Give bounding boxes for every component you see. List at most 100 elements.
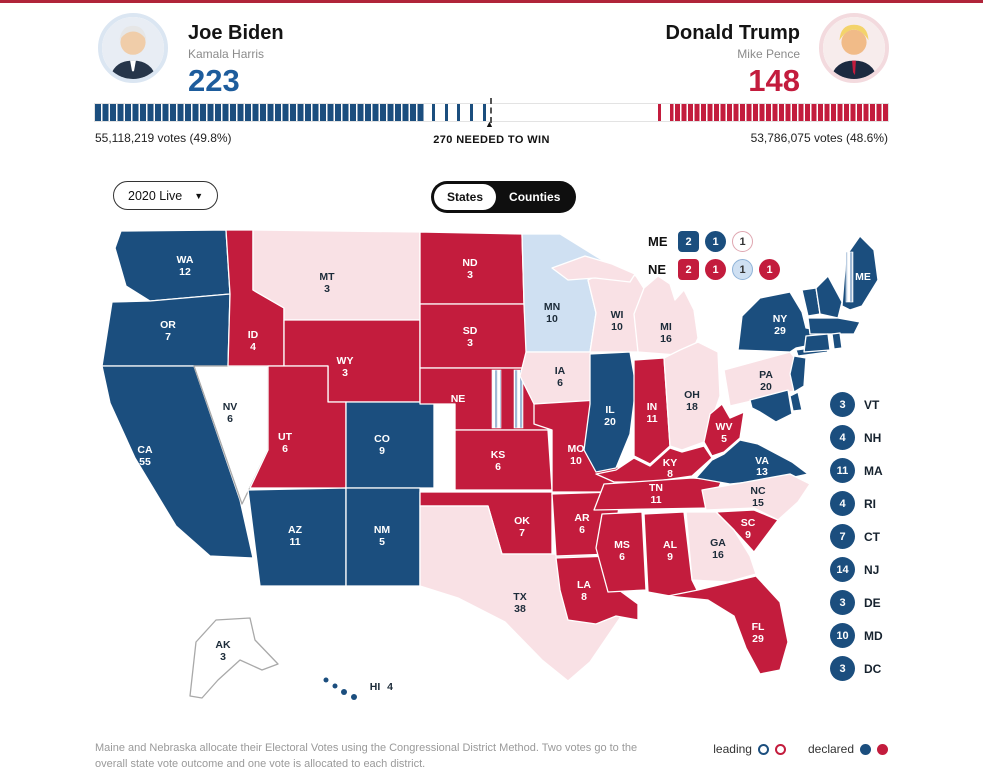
state-ms[interactable]: MS 6 bbox=[595, 511, 647, 593]
list-item-de[interactable]: 3 DE bbox=[830, 590, 883, 615]
biden-name: Joe Biden bbox=[188, 22, 284, 44]
year-dropdown-label: 2020 Live bbox=[128, 188, 183, 203]
state-or[interactable]: OR 7 bbox=[101, 293, 231, 367]
biden-photo-placeholder bbox=[102, 17, 164, 79]
state-ky[interactable]: KY 8 bbox=[595, 445, 713, 483]
list-item-nj[interactable]: 14 NJ bbox=[830, 557, 883, 582]
svg-text:CA: CA bbox=[137, 444, 153, 456]
list-item-nh[interactable]: 4 NH bbox=[830, 425, 883, 450]
list-item-dc[interactable]: 3 DC bbox=[830, 656, 883, 681]
state-ak[interactable]: AK 3 bbox=[189, 617, 279, 699]
svg-text:4: 4 bbox=[250, 341, 256, 353]
state-nh[interactable] bbox=[815, 275, 843, 319]
bar-segment bbox=[457, 104, 460, 121]
trump-summary: Donald Trump Mike Pence 148 bbox=[666, 22, 800, 98]
trump-running-mate: Mike Pence bbox=[737, 47, 800, 61]
state-nc[interactable]: NC 15 bbox=[701, 473, 811, 521]
svg-text:KS: KS bbox=[491, 449, 506, 461]
svg-text:VA: VA bbox=[755, 455, 769, 467]
svg-text:3: 3 bbox=[467, 269, 473, 281]
ct-label: CT bbox=[864, 529, 880, 544]
svg-text:WV: WV bbox=[716, 421, 733, 433]
state-nd[interactable]: ND 3 bbox=[419, 231, 525, 305]
state-oh[interactable]: OH 18 bbox=[663, 341, 721, 451]
toggle-option-states[interactable]: States bbox=[434, 184, 497, 210]
state-de[interactable] bbox=[789, 391, 803, 412]
state-wa[interactable]: WA 12 bbox=[114, 229, 231, 302]
trump-popular-votes: 53,786,075 votes (48.6%) bbox=[750, 131, 888, 145]
chevron-down-icon: ▼ bbox=[194, 190, 204, 201]
me-district-label: ME bbox=[648, 234, 668, 249]
toggle-option-counties[interactable]: Counties bbox=[509, 190, 561, 204]
state-in[interactable]: IN 11 bbox=[633, 357, 671, 465]
state-va[interactable]: VA 13 bbox=[695, 439, 809, 485]
svg-text:SC: SC bbox=[741, 517, 756, 529]
state-ga[interactable]: GA 16 bbox=[685, 511, 757, 583]
map-color-legend: leading declared bbox=[713, 742, 888, 756]
footnote-line-1: Maine and Nebraska allocate their Electo… bbox=[95, 742, 638, 754]
state-il[interactable]: IL 20 bbox=[583, 351, 637, 473]
state-nm[interactable]: NM 5 bbox=[345, 487, 421, 587]
small-states-list: 3 VT 4 NH 11 MA 4 RI 7 CT 14 NJ 3 DE 10 … bbox=[830, 392, 883, 681]
declared-rep-icon bbox=[877, 743, 888, 755]
me-district-chip: 1 bbox=[732, 231, 753, 252]
state-wv[interactable]: WV 5 bbox=[703, 403, 745, 457]
leading-dem-icon bbox=[757, 743, 769, 755]
state-md[interactable] bbox=[749, 389, 793, 423]
svg-text:6: 6 bbox=[282, 443, 288, 455]
list-item-md[interactable]: 10 MD bbox=[830, 623, 883, 648]
state-nj[interactable] bbox=[789, 355, 807, 393]
state-ct[interactable] bbox=[803, 333, 831, 353]
state-hi[interactable]: HI 4 bbox=[323, 677, 394, 701]
state-az[interactable]: AZ 11 bbox=[247, 487, 347, 587]
state-sd[interactable]: SD 3 bbox=[419, 303, 529, 369]
bar-segment bbox=[483, 104, 486, 121]
svg-text:8: 8 bbox=[667, 468, 673, 480]
state-co[interactable]: CO 9 bbox=[345, 401, 435, 489]
ne-district-chip: 1 bbox=[705, 259, 726, 280]
states-counties-toggle[interactable]: States Counties bbox=[431, 181, 577, 213]
me-district-chip: 1 bbox=[705, 231, 726, 252]
dc-ev-badge: 3 bbox=[830, 656, 855, 681]
state-mn[interactable]: MN 10 bbox=[521, 233, 603, 353]
year-dropdown[interactable]: 2020 Live ▼ bbox=[113, 181, 219, 210]
svg-text:TX: TX bbox=[513, 591, 526, 603]
svg-text:KY: KY bbox=[663, 457, 678, 469]
ne-district-row: NE 2 1 1 1 bbox=[648, 259, 780, 280]
state-tx[interactable]: TX 38 bbox=[419, 505, 627, 682]
trump-avatar bbox=[819, 13, 889, 83]
svg-text:38: 38 bbox=[514, 603, 526, 615]
state-ks[interactable]: KS 6 bbox=[454, 429, 553, 491]
svg-text:10: 10 bbox=[546, 313, 558, 325]
threshold-triangle-icon: ▲ bbox=[485, 119, 494, 129]
state-ri[interactable] bbox=[831, 332, 843, 350]
state-al[interactable]: AL 9 bbox=[643, 511, 699, 597]
state-mt[interactable]: MT 3 bbox=[252, 229, 421, 321]
svg-text:FL: FL bbox=[752, 621, 765, 633]
trump-electoral-votes: 148 bbox=[748, 63, 800, 98]
svg-text:MT: MT bbox=[319, 271, 335, 283]
state-fl[interactable]: FL 29 bbox=[667, 575, 789, 675]
biden-summary: Joe Biden Kamala Harris 223 bbox=[188, 22, 284, 98]
list-item-ct[interactable]: 7 CT bbox=[830, 524, 883, 549]
svg-text:NC: NC bbox=[750, 485, 766, 497]
vt-label: VT bbox=[864, 397, 880, 412]
state-me[interactable]: ME bbox=[841, 235, 879, 311]
svg-text:6: 6 bbox=[579, 524, 585, 536]
list-item-ma[interactable]: 11 MA bbox=[830, 458, 883, 483]
ne-district-stripe bbox=[513, 369, 524, 429]
leading-label: leading bbox=[713, 742, 752, 756]
svg-text:ME: ME bbox=[855, 271, 871, 283]
svg-text:16: 16 bbox=[712, 549, 724, 561]
svg-text:CO: CO bbox=[374, 433, 390, 445]
svg-text:15: 15 bbox=[752, 497, 764, 509]
svg-text:IN: IN bbox=[647, 401, 658, 413]
de-label: DE bbox=[864, 595, 881, 610]
district-method-footnote: Maine and Nebraska allocate their Electo… bbox=[95, 740, 637, 772]
state-ma[interactable] bbox=[807, 317, 861, 335]
list-item-ri[interactable]: 4 RI bbox=[830, 491, 883, 516]
svg-text:ID: ID bbox=[248, 329, 259, 341]
list-item-vt[interactable]: 3 VT bbox=[830, 392, 883, 417]
bar-segment bbox=[658, 104, 661, 121]
